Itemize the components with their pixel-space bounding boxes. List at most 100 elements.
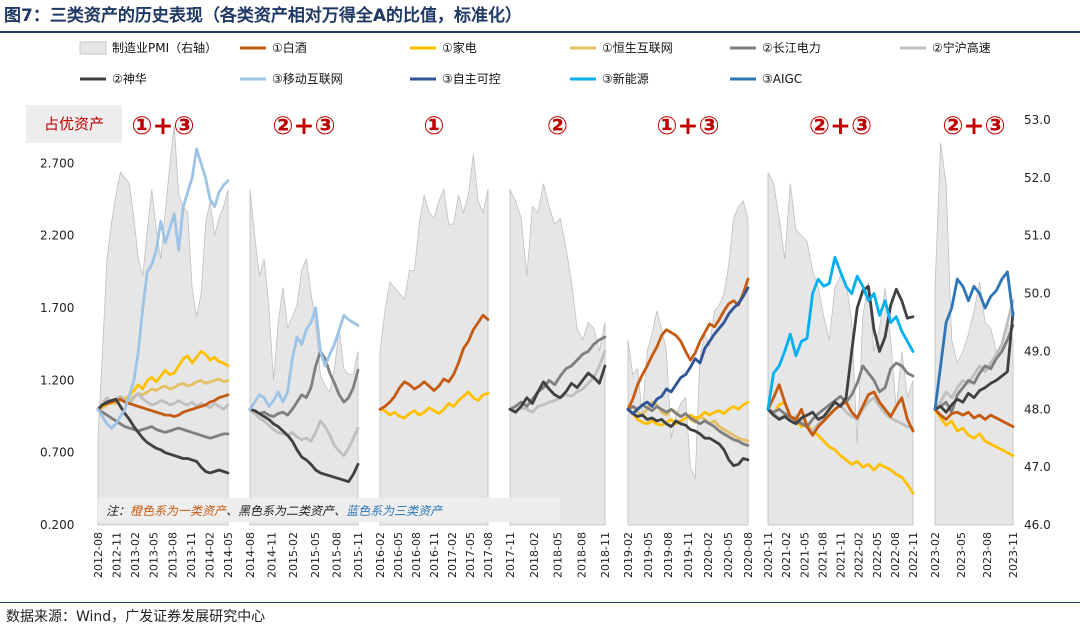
x-tick-label: 2019-08 xyxy=(662,532,675,578)
legend-label-hs_internet: ①恒生互联网 xyxy=(602,41,673,55)
x-tick-label: 2020-05 xyxy=(722,532,735,578)
x-tick-label: 2021-05 xyxy=(798,532,811,578)
right-axis: 46.0 47.0 48.0 49.0 50.0 51.0 52.0 53.0 xyxy=(1024,113,1051,532)
series-line-ninghu xyxy=(508,349,607,414)
x-tick-label: 2018-02 xyxy=(528,532,541,578)
series-line-mobile_internet xyxy=(248,306,360,411)
source-rule xyxy=(0,602,1080,603)
chart: 制造业PMI（右轴） ①白酒 ①家电 ①恒生互联网 ②长江电力 ②宁沪高速 ②神华 ③移动互联… xyxy=(26,40,1051,578)
series-line-new_energy xyxy=(766,255,915,411)
left-axis-tick: 0.700 xyxy=(40,446,74,460)
panel-badge: ① xyxy=(423,111,444,140)
series-line-aigc xyxy=(933,270,1015,411)
legend-label-pmi: 制造业PMI（右轴） xyxy=(112,40,217,55)
left-axis-tick: 2.200 xyxy=(40,229,74,243)
panel-badge: ② xyxy=(547,111,568,140)
left-axis-tick: 1.200 xyxy=(40,373,74,387)
panels: ①+③ 2012-08 2012-11 2013-02 2013-05 2013-08 20… xyxy=(92,111,1020,578)
legend-label-yangtze_power: ②长江电力 xyxy=(762,41,821,55)
series-line-ninghu xyxy=(933,299,1015,411)
label-box: 占优资产 xyxy=(26,105,122,143)
pmi-area xyxy=(627,200,749,526)
legend-swatch-pmi xyxy=(79,41,107,55)
series-line-yangtze_power xyxy=(96,407,230,440)
series-line-yangtze_power xyxy=(933,323,1015,414)
panel-1: ①+③ 2012-08 2012-11 2013-02 2013-05 2013-08 20… xyxy=(92,111,235,578)
panel-badge: ①+③ xyxy=(131,111,194,140)
x-tick-label: 2014-02 xyxy=(203,532,216,578)
pmi-area xyxy=(379,154,489,526)
right-axis-tick: 53.0 xyxy=(1024,113,1051,127)
x-tick-label: 2019-05 xyxy=(642,532,655,578)
x-tick-label: 2023-08 xyxy=(981,532,994,578)
series-line-appliance xyxy=(933,407,1015,458)
legend-label-appliance: ①家电 xyxy=(442,40,477,55)
series-line-baijiu xyxy=(96,393,230,418)
series-line-shenhua xyxy=(508,364,607,414)
x-tick-label: 2013-05 xyxy=(148,532,161,578)
x-tick-label: 2018-08 xyxy=(575,532,588,578)
right-axis-tick: 46.0 xyxy=(1024,518,1051,532)
x-tick-label: 2017-05 xyxy=(464,532,477,578)
panel-6: ②+③ 2020-11 2021-02 2021-05 2021-08 2021-11 20… xyxy=(762,111,920,578)
pmi-area xyxy=(934,143,1014,526)
panel-4: ② 2017-11 2018-02 2018-05 2018-08 2018-11 xyxy=(504,111,612,578)
legend-label-mobile_internet: ③移动互联网 xyxy=(272,72,343,86)
series-line-yangtze_power xyxy=(248,349,360,418)
x-tick-label: 2023-11 xyxy=(1007,532,1020,578)
legend-label-new_energy: ③新能源 xyxy=(602,71,649,86)
x-tick-label: 2014-08 xyxy=(244,532,257,578)
panel-7: ②+③ 2023-02 2023-05 2023-08 2023-11 xyxy=(929,111,1020,578)
x-tick-label: 2022-11 xyxy=(907,532,920,578)
series-line-mobile_internet xyxy=(96,147,230,430)
x-tick-label: 2014-05 xyxy=(222,532,235,578)
x-tick-label: 2020-11 xyxy=(762,532,775,578)
left-axis-tick: 2.700 xyxy=(40,156,74,170)
right-axis-tick: 47.0 xyxy=(1024,460,1051,474)
legend-label-self_controlled: ③自主可控 xyxy=(442,72,501,86)
pmi-area xyxy=(249,189,359,526)
panel-badge: ②+③ xyxy=(809,111,872,140)
x-tick-label: 2018-11 xyxy=(599,532,612,578)
x-tick-label: 2015-02 xyxy=(287,532,300,578)
x-tick-label: 2022-08 xyxy=(889,532,902,578)
note-sep1: 、 xyxy=(226,504,238,518)
x-tick-label: 2021-11 xyxy=(835,532,848,578)
x-tick-label: 2014-11 xyxy=(266,532,279,578)
note-text: 注：橙色系为一类资产、黑色系为二类资产、蓝色系为三类资产 xyxy=(106,504,443,518)
series-line-shenhua xyxy=(248,407,360,484)
pmi-area xyxy=(97,125,229,526)
figure-title: 图7：三类资产的历史表现（各类资产相对万得全A的比值，标准化） xyxy=(4,6,522,26)
panel-5: ①+③ 2019-02 2019-05 2019-08 2019-11 2020-02 20… xyxy=(622,111,755,578)
panel-3: ① 2016-02 2016-05 2016-08 2016-11 2017-02 2017… xyxy=(374,111,495,578)
x-tick-label: 2017-11 xyxy=(504,532,517,578)
legend-label-aigc: ③AIGC xyxy=(762,72,802,86)
note-part2: 黑色系为二类资产 xyxy=(238,504,335,518)
right-axis-tick: 51.0 xyxy=(1024,229,1051,243)
legend-label-shenhua: ②神华 xyxy=(112,72,147,86)
title-rule xyxy=(0,31,1080,33)
series-line-shenhua xyxy=(933,310,1015,414)
series-line-baijiu xyxy=(378,313,490,411)
series-line-shenhua xyxy=(626,407,750,468)
x-tick-label: 2023-05 xyxy=(955,532,968,578)
note-part3: 蓝色系为三类资产 xyxy=(346,504,443,518)
x-tick-label: 2021-02 xyxy=(780,532,793,578)
pmi-area xyxy=(509,183,606,526)
x-tick-label: 2018-05 xyxy=(552,532,565,578)
x-tick-label: 2013-11 xyxy=(185,532,198,578)
x-tick-label: 2015-11 xyxy=(352,532,365,578)
x-tick-label: 2016-08 xyxy=(410,532,423,578)
x-tick-label: 2015-08 xyxy=(330,532,343,578)
x-tick-label: 2013-02 xyxy=(129,532,142,578)
series-line-ninghu xyxy=(248,407,360,458)
source-note: 数据来源：Wind，广发证券发展研究中心 xyxy=(6,609,266,625)
label-box-bg xyxy=(26,105,122,143)
series-line-shenhua xyxy=(96,397,230,475)
panel-badge: ①+③ xyxy=(656,111,719,140)
x-tick-label: 2019-11 xyxy=(682,532,695,578)
panel-2: ②+③ 2014-08 2014-11 2015-02 2015-05 2015-08 20… xyxy=(244,111,365,578)
x-tick-label: 2017-08 xyxy=(482,532,495,578)
x-tick-label: 2016-02 xyxy=(374,532,387,578)
